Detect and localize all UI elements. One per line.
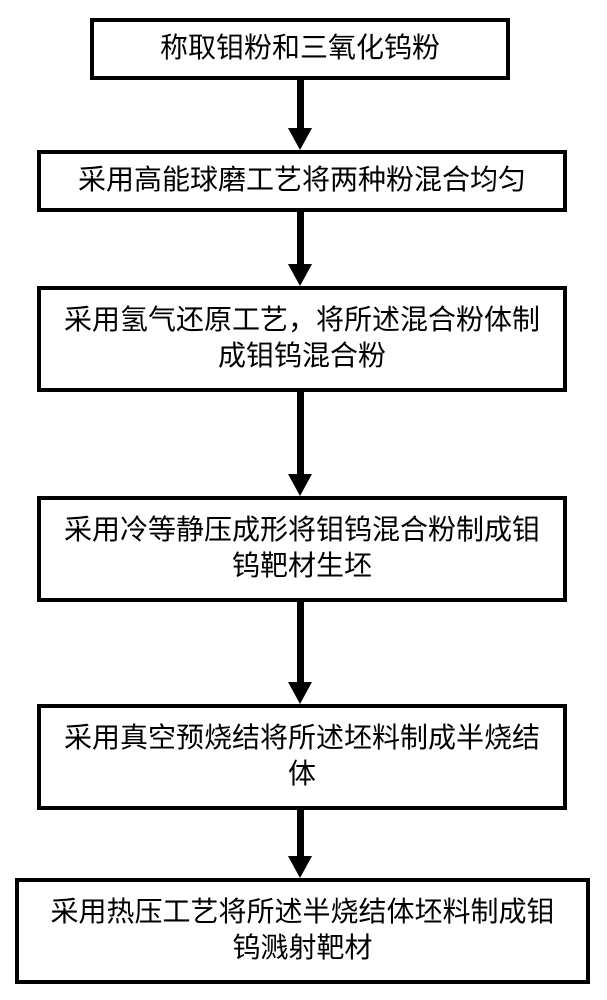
arrow-line: [297, 80, 304, 130]
flowchart-step-2: 采用高能球磨工艺将两种粉混合均匀: [37, 150, 567, 212]
flowchart-step-6: 采用热压工艺将所述半烧结体坯料制成钼钨溅射靶材: [15, 878, 590, 984]
arrow-line: [297, 602, 304, 684]
flowchart-step-3: 采用氢气还原工艺，将所述混合粉体制成钼钨混合粉: [37, 286, 567, 392]
arrow-head: [288, 682, 312, 704]
flowchart-step-1: 称取钼粉和三氧化钨粉: [90, 18, 510, 80]
flowchart-step-4: 采用冷等静压成形将钼钨混合粉制成钼钨靶材生坯: [37, 496, 567, 602]
flowchart-step-5: 采用真空预烧结将所述坯料制成半烧结体: [37, 704, 567, 810]
arrow-line: [297, 392, 304, 476]
arrow-head: [288, 128, 312, 150]
arrow-line: [297, 212, 304, 266]
arrow-head: [288, 856, 312, 878]
arrow-head: [288, 264, 312, 286]
flowchart-canvas: 称取钼粉和三氧化钨粉采用高能球磨工艺将两种粉混合均匀采用氢气还原工艺，将所述混合…: [0, 0, 607, 1000]
arrow-head: [288, 474, 312, 496]
arrow-line: [297, 810, 304, 858]
